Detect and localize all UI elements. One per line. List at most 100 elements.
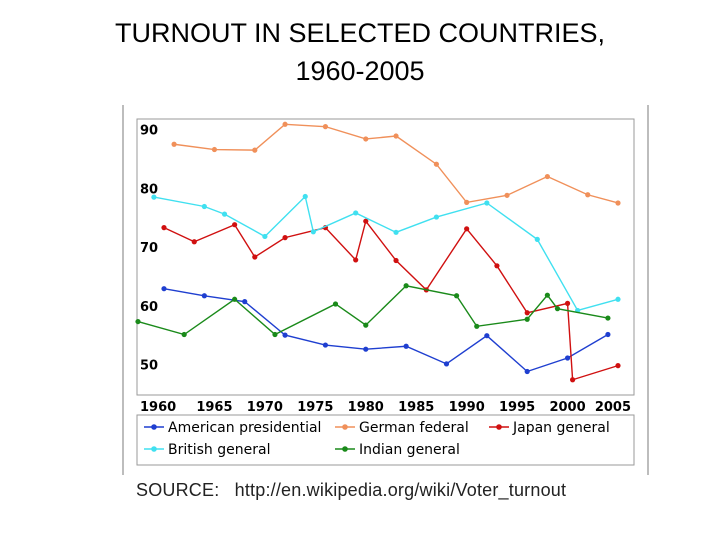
point-british-general-2 xyxy=(221,211,228,217)
point-japan-general-7 xyxy=(363,218,369,224)
point-indian-general-5 xyxy=(363,322,369,328)
point-american-presidential-11 xyxy=(605,331,611,338)
legend-label-japan-general: Japan general xyxy=(512,420,610,436)
series-layer xyxy=(135,121,621,383)
point-japan-general-3 xyxy=(252,254,258,260)
point-american-presidential-8 xyxy=(484,333,490,339)
point-german-federal-3 xyxy=(282,121,288,127)
slide-title-line-1: TURNOUT IN SELECTED COUNTRIES, xyxy=(114,18,606,48)
point-german-federal-5 xyxy=(363,136,369,142)
point-british-general-7 xyxy=(393,229,399,235)
legend-swatch-dot-american-presidential xyxy=(151,424,157,430)
plot-area-border xyxy=(136,118,635,396)
legend-label-american-presidential: American presidential xyxy=(168,420,321,436)
point-japan-general-6 xyxy=(353,257,359,263)
point-indian-general-12 xyxy=(605,315,611,321)
point-japan-general-12 xyxy=(524,310,530,316)
x-tick-label-1990: 1990 xyxy=(449,400,485,415)
point-japan-general-11 xyxy=(494,263,500,269)
series-line-american-presidential xyxy=(163,288,609,373)
point-japan-general-14 xyxy=(570,377,576,383)
point-american-presidential-7 xyxy=(443,361,450,367)
point-indian-general-9 xyxy=(524,316,530,322)
point-american-presidential-3 xyxy=(282,332,288,338)
slide-title-line-2: 1960-2005 xyxy=(295,56,425,86)
legend-swatch-dot-british-general xyxy=(151,446,157,452)
y-tick-label-60: 60 xyxy=(140,300,158,315)
point-german-federal-1 xyxy=(211,146,218,153)
point-german-federal-0 xyxy=(171,141,177,147)
point-indian-general-0 xyxy=(135,318,141,325)
point-british-general-10 xyxy=(534,236,540,242)
point-american-presidential-2 xyxy=(242,299,248,305)
legend-item-indian-general: Indian general xyxy=(335,442,460,458)
legend-label-german-federal: German federal xyxy=(359,420,469,436)
x-tick-label-1965: 1965 xyxy=(196,400,232,415)
point-british-general-8 xyxy=(433,214,439,220)
point-british-general-4 xyxy=(302,193,308,200)
x-tick-label-2000: 2000 xyxy=(549,400,585,415)
point-german-federal-2 xyxy=(252,147,258,153)
point-american-presidential-5 xyxy=(363,346,369,352)
source-line: SOURCE: http://en.wikipedia.org/wiki/Vot… xyxy=(136,480,656,501)
point-british-general-3 xyxy=(262,233,268,240)
y-tick-label-50: 50 xyxy=(140,359,158,374)
legend-swatch-dot-indian-general xyxy=(342,446,348,452)
point-british-general-9 xyxy=(484,200,490,206)
x-tick-label-1995: 1995 xyxy=(499,400,535,415)
point-german-federal-7 xyxy=(433,161,439,167)
point-american-presidential-6 xyxy=(403,343,409,349)
legend-item-japan-general: Japan general xyxy=(489,420,610,436)
point-german-federal-12 xyxy=(615,200,621,206)
y-tick-label-70: 70 xyxy=(140,241,158,256)
legend: American presidential German federal Japan… xyxy=(136,414,635,466)
point-german-federal-8 xyxy=(464,199,470,205)
point-german-federal-6 xyxy=(393,133,399,139)
point-indian-general-7 xyxy=(453,293,460,299)
point-japan-general-4 xyxy=(282,235,288,241)
chart-frame: 90 80 70 60 50 1960 1965 1970 1975 1980 1985 1990 1… xyxy=(122,105,649,475)
point-german-federal-9 xyxy=(504,192,510,198)
point-british-general-6 xyxy=(353,210,359,216)
point-indian-general-6 xyxy=(403,283,409,289)
x-tick-label-1960: 1960 xyxy=(140,400,176,415)
point-japan-general-0 xyxy=(161,225,167,231)
source-label: SOURCE: xyxy=(136,480,220,500)
series-line-japan-general xyxy=(163,219,619,381)
legend-swatch-dot-german-federal xyxy=(342,424,348,430)
point-american-presidential-0 xyxy=(161,286,167,292)
point-american-presidential-4 xyxy=(322,342,329,348)
point-american-presidential-9 xyxy=(524,368,530,375)
y-axis: 90 80 70 60 50 xyxy=(140,124,158,374)
y-tick-label-80: 80 xyxy=(140,182,158,197)
legend-swatch-dot-japan-general xyxy=(496,424,502,430)
point-german-federal-4 xyxy=(322,124,329,130)
x-tick-label-1985: 1985 xyxy=(398,400,434,415)
point-indian-general-1 xyxy=(181,331,187,338)
x-tick-label-2005: 2005 xyxy=(595,400,631,415)
legend-box xyxy=(136,414,635,466)
series-indian-general xyxy=(135,283,611,338)
legend-label-indian-general: Indian general xyxy=(359,442,460,458)
point-british-general-0 xyxy=(151,194,157,200)
series-japan-general xyxy=(161,218,621,383)
source-url: http://en.wikipedia.org/wiki/Voter_turno… xyxy=(234,480,567,500)
point-british-general-1 xyxy=(201,203,207,210)
point-american-presidential-1 xyxy=(201,293,207,299)
point-indian-general-8 xyxy=(474,323,480,329)
point-indian-general-4 xyxy=(332,301,339,307)
point-german-federal-10 xyxy=(544,173,550,180)
point-british-general-5 xyxy=(310,229,316,235)
point-american-presidential-10 xyxy=(564,355,571,361)
point-indian-general-2 xyxy=(232,296,238,302)
point-japan-general-2 xyxy=(232,222,238,228)
legend-label-british-general: British general xyxy=(168,442,270,458)
point-indian-general-11 xyxy=(554,306,561,312)
series-american-presidential xyxy=(161,286,611,375)
point-indian-general-10 xyxy=(544,292,550,298)
series-german-federal xyxy=(171,121,621,206)
point-japan-general-1 xyxy=(191,239,197,245)
legend-item-british-general: British general xyxy=(144,442,270,458)
x-tick-label-1980: 1980 xyxy=(348,400,384,415)
